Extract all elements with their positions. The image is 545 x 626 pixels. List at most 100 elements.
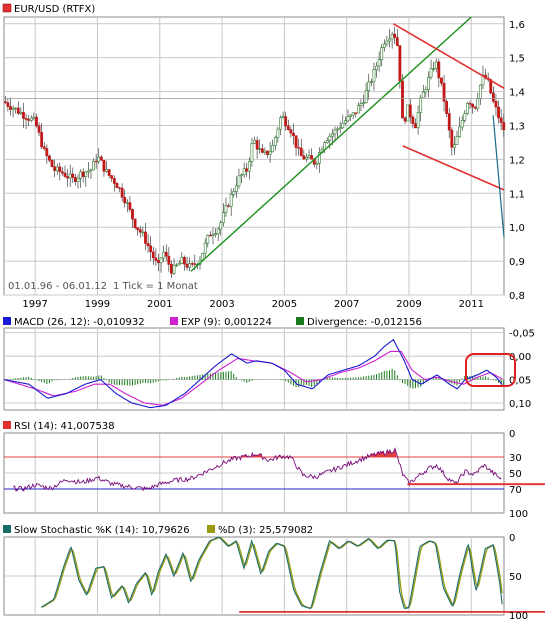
- candle-up: [315, 162, 319, 165]
- macd-panel: 0,10 0,05 0,00 -0,05 MACD (26, 12): -0,0109…: [3, 317, 535, 411]
- candle-up: [273, 136, 277, 146]
- stoch-d-line: [41, 536, 503, 609]
- candle-up: [29, 117, 33, 121]
- candle-up: [214, 233, 217, 235]
- candle-down: [255, 140, 259, 150]
- candle-down: [302, 155, 306, 160]
- candle-down: [245, 168, 249, 172]
- candle-up: [455, 136, 459, 145]
- candle-up: [19, 111, 23, 114]
- macd-y-tick-label: -0,05: [509, 329, 535, 340]
- candle-down: [6, 102, 10, 107]
- price-y-axis: 0,8 0,9 1,0 1,1 1,2 1,3 1,4 1,5 1,6: [509, 20, 525, 302]
- stoch-d-legend-label: %D (3): 25,579082: [218, 525, 313, 536]
- candle-up: [247, 161, 251, 172]
- price-overlays: [4, 16, 505, 272]
- price-y-tick-label: 1,6: [509, 20, 525, 31]
- candle-up: [356, 105, 360, 114]
- candle-down: [16, 107, 20, 114]
- candle-down: [27, 119, 31, 121]
- candle-up: [89, 169, 93, 172]
- candle-down: [310, 155, 314, 160]
- candle-up: [279, 117, 282, 130]
- rsi-overbought-fill: [252, 453, 262, 457]
- candle-up: [388, 38, 391, 42]
- candle-down: [71, 173, 75, 178]
- candle-up: [141, 231, 145, 234]
- candle-down: [403, 117, 407, 122]
- candle-up: [331, 133, 334, 137]
- candle-down: [102, 159, 106, 172]
- price-x-tick-label: 2007: [334, 299, 359, 310]
- rsi-y-tick-label: 0: [509, 429, 515, 440]
- price-y-tick-label: 1,1: [509, 189, 525, 200]
- candle-down: [45, 148, 49, 157]
- candle-down: [110, 175, 114, 179]
- candle-up: [203, 242, 207, 254]
- price-x-tick-label: 2003: [209, 299, 234, 310]
- price-y-tick-label: 0,9: [509, 257, 525, 268]
- candle-down: [81, 171, 85, 177]
- divergence-legend-label: Divergence: -0,012156: [307, 317, 422, 328]
- candle-down: [445, 101, 449, 114]
- candle-up: [206, 234, 210, 244]
- candle-up: [79, 171, 82, 179]
- rsi-line: [12, 447, 502, 492]
- exp-legend-label: EXP (9): 0,001224: [181, 317, 272, 328]
- candle-down: [123, 196, 127, 204]
- rsi-y-axis: 100 70 50 30 0: [509, 429, 528, 520]
- candle-up: [250, 143, 254, 162]
- candle-down: [292, 132, 295, 137]
- candle-down: [136, 227, 140, 230]
- candle-down: [398, 45, 402, 82]
- candle-up: [325, 140, 329, 144]
- interval-label: 1 Tick = 1 Monat: [113, 281, 198, 292]
- candle-up: [177, 263, 181, 266]
- candle-up: [328, 135, 332, 141]
- candle-up: [268, 151, 272, 155]
- candle-up: [406, 104, 410, 122]
- candle-down: [144, 231, 147, 244]
- price-y-tick-label: 0,8: [509, 291, 525, 302]
- candle-down: [393, 33, 397, 38]
- candle-down: [112, 178, 116, 184]
- candle-up: [180, 257, 184, 264]
- candle-down: [3, 101, 7, 103]
- candle-down: [471, 103, 474, 108]
- candle-up: [369, 81, 373, 83]
- rsi-y-tick-label: 50: [509, 469, 522, 480]
- candle-down: [131, 209, 134, 220]
- candle-up: [421, 91, 425, 99]
- candle-down: [497, 106, 500, 119]
- candle-up: [55, 166, 59, 171]
- candle-down: [450, 129, 454, 148]
- candle-down: [138, 229, 142, 233]
- candle-up: [84, 171, 88, 177]
- candle-up: [125, 202, 129, 204]
- candle-down: [190, 263, 194, 265]
- candle-down: [260, 148, 264, 153]
- candle-down: [73, 177, 77, 182]
- price-y-tick-label: 1,5: [509, 54, 525, 65]
- candle-up: [162, 251, 166, 259]
- candle-down: [22, 111, 25, 119]
- candle-up: [419, 97, 423, 113]
- rsi-legend-label: RSI (14): 41,007538: [14, 421, 115, 432]
- price-x-tick-label: 1997: [22, 299, 47, 310]
- candle-up: [172, 264, 176, 274]
- candle-up: [68, 173, 72, 179]
- candle-down: [58, 166, 62, 173]
- candle-up: [240, 174, 243, 177]
- candle-up: [14, 107, 18, 110]
- candle-up: [341, 122, 345, 129]
- candle-down: [149, 245, 153, 253]
- candle-up: [86, 170, 90, 173]
- candle-up: [465, 103, 469, 114]
- candle-down: [99, 156, 103, 161]
- candle-down: [185, 263, 189, 268]
- candle-down: [494, 101, 498, 108]
- macd-plot-area: [3, 327, 505, 411]
- candle-down: [133, 218, 137, 229]
- candle-down: [442, 82, 446, 102]
- channel-lower-line: [402, 145, 505, 191]
